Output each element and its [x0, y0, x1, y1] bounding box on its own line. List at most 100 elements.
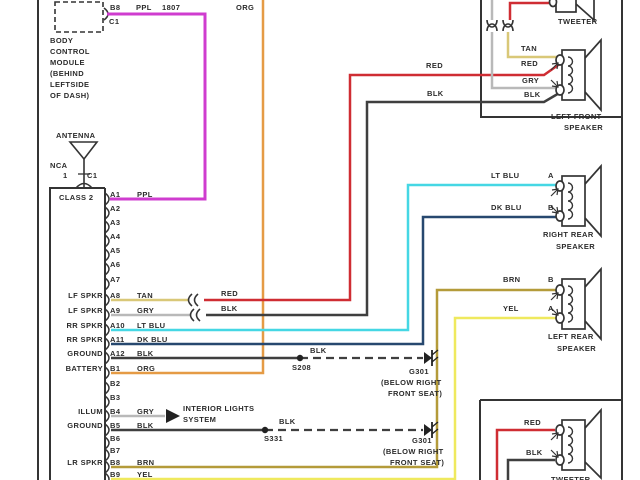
lr-terminal-a-label: A: [548, 304, 554, 313]
bcm-connector-label: C1: [109, 17, 120, 26]
ground2-wire-label: BLK: [279, 417, 296, 426]
lf-tan-label: TAN: [521, 44, 538, 53]
page-border: [37, 0, 623, 480]
bcm-pin-label: B8: [110, 3, 121, 12]
rr-terminal-b-label: B: [548, 203, 554, 212]
lr-name-label: LEFT REAR: [548, 332, 594, 341]
pin-id: B5: [110, 421, 121, 430]
ground2-id-label: G301: [412, 436, 432, 445]
wire-color-label: PPL: [137, 190, 153, 199]
pin-id: A3: [110, 218, 121, 227]
wires: [107, 0, 562, 480]
bcm-title-line: MODULE: [50, 58, 85, 67]
ground2-location-label: FRONT SEAT): [390, 458, 445, 467]
wire-color-label: BLK: [137, 349, 154, 358]
pin-func-label: LR SPKR: [67, 458, 103, 467]
tweeter-icon: [548, 0, 595, 22]
ground2-splice-label: S331: [264, 434, 284, 443]
wire-red-lf: [204, 61, 562, 302]
bcm-title-line: CONTROL: [50, 47, 90, 56]
pin-id: A4: [110, 232, 121, 241]
wire-gry-tweeter: [490, 0, 557, 90]
left-front-speaker-icon: [550, 37, 602, 113]
ground2-location-label: (BELOW RIGHT: [383, 447, 444, 456]
interior-lights-arrow-icon: [166, 409, 180, 423]
pin-id: A8: [110, 291, 121, 300]
pin-func-label: GROUND: [67, 421, 103, 430]
antenna-label: ANTENNA: [56, 131, 96, 140]
wire-color-label: BLK: [137, 421, 154, 430]
bottom-red-label: RED: [524, 418, 542, 427]
pin-id: B2: [110, 379, 121, 388]
pin-func-label: RR SPKR: [66, 335, 103, 344]
radio-bus-label: CLASS 2: [59, 193, 94, 202]
pin-id: B8: [110, 458, 121, 467]
pin-func-label: BATTERY: [65, 364, 103, 373]
pin-id: B6: [110, 434, 121, 443]
lr-name-label: SPEAKER: [557, 344, 597, 353]
wire-color-label: DK BLU: [137, 335, 168, 344]
wire-yel: [111, 316, 557, 480]
lr-terminal-b-label: B: [548, 275, 554, 284]
pin-brackets: [104, 192, 110, 480]
wire-color-label: BRN: [137, 458, 155, 467]
antenna-type-label: NCA: [50, 161, 68, 170]
bcm-box: [54, 1, 109, 33]
org-wire-label: ORG: [236, 3, 255, 12]
ground-icon-g301-a: [424, 349, 439, 366]
pin-func-label: GROUND: [67, 349, 103, 358]
lf-name-label: SPEAKER: [564, 123, 604, 132]
wire-color-label: ORG: [137, 364, 156, 373]
speaker-boxes: [479, 0, 622, 480]
antenna-icon: [68, 141, 99, 189]
rr-dkblu-label: DK BLU: [491, 203, 522, 212]
junction-blk-label: BLK: [221, 304, 238, 313]
wire-red-tweeter: [508, 1, 553, 20]
bcm-circuit-label: 1807: [162, 3, 181, 12]
pin-id: B4: [110, 407, 121, 416]
wire-blk-bottom: [506, 458, 555, 480]
pin-id: B9: [110, 470, 121, 479]
radio-box: [49, 187, 106, 480]
pin-id: A1: [110, 190, 121, 199]
wire-brn: [111, 288, 557, 469]
wire-color-label: GRY: [137, 306, 155, 315]
pin-id: A7: [110, 275, 121, 284]
wire-color-label: LT BLU: [137, 321, 166, 330]
rr-ltblu-label: LT BLU: [491, 171, 520, 180]
rr-name-label: SPEAKER: [556, 242, 596, 251]
interior-lights-label: INTERIOR LIGHTS: [183, 404, 255, 413]
pin-func-label: ILLUM: [78, 407, 103, 416]
pin-func-label: RR SPKR: [66, 321, 103, 330]
wire-dkblu: [111, 215, 557, 346]
lf-blk-label: BLK: [524, 90, 541, 99]
lf-red-wire-label: RED: [426, 61, 444, 70]
ground-icon-g301-b: [424, 421, 439, 438]
wire-tan-tweeter: [506, 32, 557, 59]
pin-id: A9: [110, 306, 121, 315]
pin-id: B7: [110, 446, 121, 455]
bcm-title-line: LEFTSIDE: [50, 80, 90, 89]
bcm-wire-label: PPL: [136, 3, 152, 12]
rr-terminal-a-label: A: [548, 171, 554, 180]
left-rear-speaker-icon: [550, 266, 602, 342]
ground1-splice-label: S208: [292, 363, 312, 372]
lf-gry-label: GRY: [522, 76, 540, 85]
pin-id: A10: [110, 321, 125, 330]
lr-yel-label: YEL: [503, 304, 519, 313]
pin-id: B1: [110, 364, 121, 373]
antenna-pin-label: 1: [63, 171, 68, 180]
bcm-title-line: (BEHIND: [50, 69, 85, 78]
wire-color-label: YEL: [137, 470, 153, 479]
splice-dots: [261, 354, 304, 434]
pin-func-label: LF SPKR: [68, 306, 103, 315]
bottom-blk-label: BLK: [526, 448, 543, 457]
pin-id: A2: [110, 204, 121, 213]
wire-color-label: GRY: [137, 407, 155, 416]
tweeter-name-label: TWEETER: [558, 17, 598, 26]
ground1-id-label: G301: [409, 367, 429, 376]
bottom-name-label: TWEETER: [551, 475, 591, 480]
wire-red-bottom: [495, 428, 555, 480]
